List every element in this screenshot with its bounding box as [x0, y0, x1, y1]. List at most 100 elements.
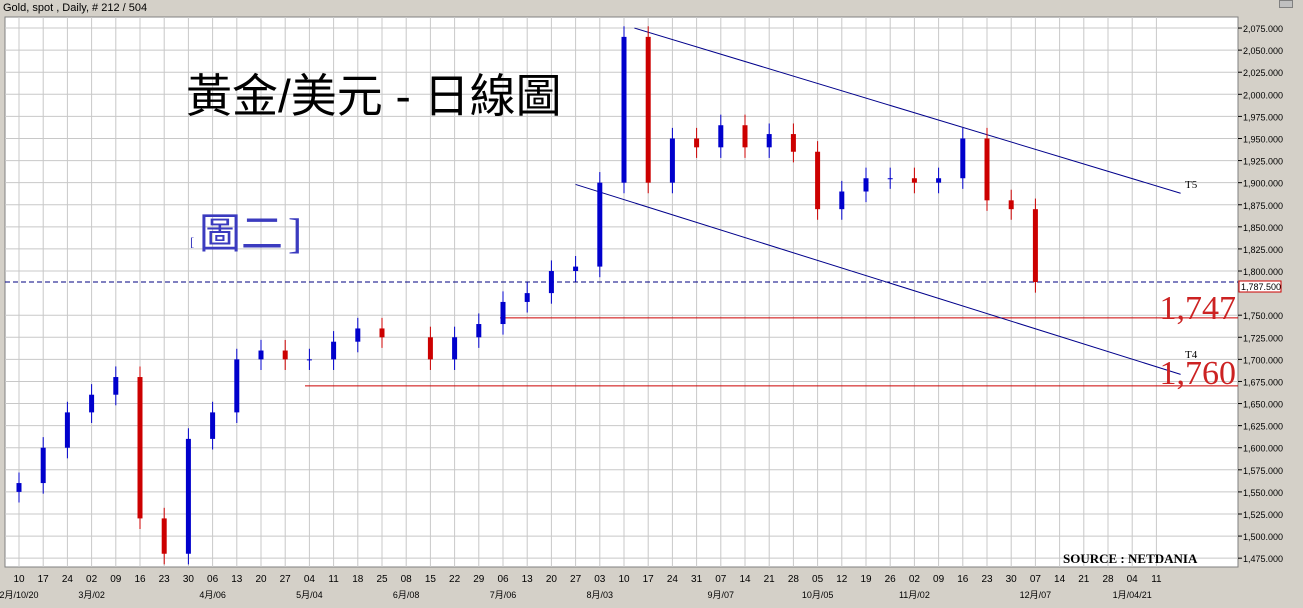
- candle-body: [379, 328, 385, 338]
- chart-header: Gold, spot , Daily, # 212 / 504: [3, 2, 148, 14]
- candle-body: [16, 483, 22, 492]
- candle-body: [573, 266, 579, 272]
- candle-body: [548, 271, 554, 294]
- x-tick-label: 28: [788, 574, 800, 585]
- scroll-handle[interactable]: [1279, 0, 1293, 8]
- x-month-label: 2月/10/20: [0, 590, 39, 600]
- y-tick-label: 2,000.000: [1243, 90, 1283, 100]
- candle-body: [500, 301, 506, 325]
- chart-annotations: 黃金/美元 - 日線圖 [ 圖二 ] 1,747 1,760 T5 T4 SOU…: [186, 70, 1282, 566]
- candle-body: [258, 350, 264, 360]
- x-tick-label: 11: [328, 574, 339, 585]
- x-tick-label: 10: [618, 574, 630, 585]
- x-tick-label: 14: [739, 574, 751, 585]
- candle-body: [742, 125, 748, 148]
- candle-body: [161, 518, 167, 554]
- candle-body: [210, 412, 216, 439]
- x-tick-label: 13: [231, 574, 243, 585]
- candle-body: [64, 412, 70, 448]
- x-tick-label: 05: [812, 574, 824, 585]
- candle-body: [597, 182, 603, 267]
- y-tick-label: 1,725.000: [1243, 333, 1283, 343]
- x-tick-label: 30: [183, 574, 195, 585]
- x-month-label: 3月/02: [78, 590, 105, 600]
- y-axis: 2,075.000 2,050.000 2,025.000 2,000.000 1,97…: [1238, 24, 1283, 564]
- x-tick-label: 07: [1030, 574, 1042, 585]
- x-tick-label: 16: [134, 574, 146, 585]
- x-tick-label: 30: [1006, 574, 1018, 585]
- y-tick-label: 1,525.000: [1243, 510, 1283, 520]
- figure-label: 圖二: [199, 212, 283, 258]
- x-tick-label: 21: [1078, 574, 1090, 585]
- x-tick-label: 02: [909, 574, 921, 585]
- y-tick-label: 2,075.000: [1243, 24, 1283, 34]
- candle-body: [790, 134, 796, 152]
- candle-body: [40, 447, 46, 484]
- source-label: SOURCE : NETDANIA: [1063, 551, 1198, 566]
- x-tick-label: 19: [860, 574, 872, 585]
- x-tick-label: 24: [62, 574, 74, 585]
- candle-body: [89, 394, 95, 413]
- y-tick-label: 1,950.000: [1243, 134, 1283, 144]
- x-month-label: 1月/04/21: [1113, 590, 1152, 600]
- candle-body: [621, 36, 627, 183]
- candle-body: [427, 337, 433, 360]
- x-month-label: 4月/06: [199, 590, 226, 600]
- x-month-label: 7月/06: [490, 590, 517, 600]
- x-month-label: 10月/05: [802, 590, 834, 600]
- x-tick-label: 11: [1151, 574, 1162, 585]
- x-tick-label: 09: [933, 574, 945, 585]
- figure-bracket-close: ]: [288, 212, 302, 258]
- y-tick-label: 1,975.000: [1243, 112, 1283, 122]
- x-tick-label: 03: [594, 574, 606, 585]
- x-month-label: 12月/07: [1020, 590, 1052, 600]
- x-axis: 10 17 24 02 09 16 23 30 06 13 20 27 04 11 18 25 08 15 22 29…: [0, 574, 1162, 600]
- candle-body: [863, 178, 869, 192]
- x-tick-label: 21: [764, 574, 776, 585]
- x-tick-label: 27: [280, 574, 292, 585]
- figure-bracket-open: [: [190, 234, 194, 249]
- y-tick-label: 1,900.000: [1243, 179, 1283, 189]
- x-tick-label: 25: [376, 574, 388, 585]
- candle-body: [185, 438, 191, 554]
- x-tick-label: 20: [546, 574, 558, 585]
- x-tick-label: 06: [497, 574, 509, 585]
- candle-body: [839, 191, 845, 210]
- y-tick-label: 2,050.000: [1243, 46, 1283, 56]
- x-tick-label: 31: [691, 574, 703, 585]
- candle-body: [984, 138, 990, 201]
- candle-body: [911, 178, 917, 183]
- y-tick-label: 1,650.000: [1243, 400, 1283, 410]
- candle-body: [137, 377, 143, 519]
- x-month-label: 5月/04: [296, 590, 323, 600]
- y-tick-label: 1,850.000: [1243, 223, 1283, 233]
- candle-body: [331, 341, 337, 360]
- price-tag-box: [1238, 280, 1282, 293]
- main-title: 黃金/美元 - 日線圖: [186, 70, 562, 122]
- x-tick-label: 20: [255, 574, 267, 585]
- x-tick-label: 14: [1054, 574, 1066, 585]
- candle-body: [306, 359, 312, 361]
- x-tick-label: 24: [667, 574, 679, 585]
- candle-body: [1008, 200, 1014, 210]
- x-tick-label: 06: [207, 574, 219, 585]
- candle-body: [694, 138, 700, 148]
- candle-body: [669, 138, 675, 183]
- y-tick-label: 1,925.000: [1243, 157, 1283, 167]
- x-month-label: 8月/03: [587, 590, 614, 600]
- candle-body: [887, 178, 893, 180]
- y-tick-label: 1,475.000: [1243, 554, 1283, 564]
- x-tick-label: 22: [449, 574, 461, 585]
- y-tick-label: 1,800.000: [1243, 267, 1283, 277]
- x-tick-label: 29: [473, 574, 485, 585]
- candle-body: [766, 134, 772, 148]
- x-tick-label: 08: [401, 574, 413, 585]
- x-tick-label: 28: [1102, 574, 1114, 585]
- candle-body: [936, 178, 942, 183]
- candle-body: [476, 324, 482, 338]
- x-month-label: 9月/07: [708, 590, 735, 600]
- x-tick-label: 04: [1127, 574, 1139, 585]
- x-tick-label: 07: [715, 574, 727, 585]
- support-label-1747: 1,747: [1160, 290, 1237, 327]
- x-tick-label: 26: [885, 574, 897, 585]
